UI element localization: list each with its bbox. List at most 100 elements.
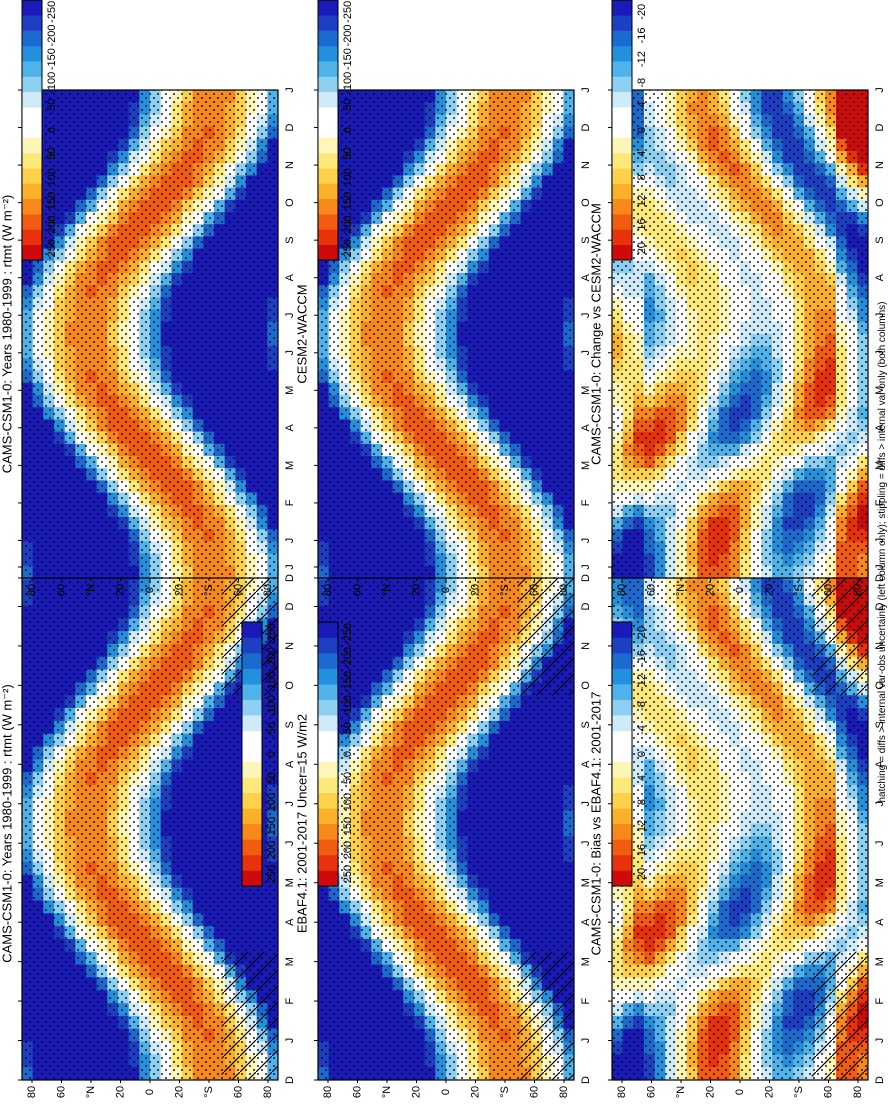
colorbar-cell — [318, 854, 338, 871]
colorbar-cell — [318, 761, 338, 778]
colorbar-tick-label: -50 — [46, 98, 58, 114]
lat-tick-label: 0 — [440, 587, 452, 593]
colorbar-frame — [317, 621, 339, 887]
colorbar-tick-label: 100 — [342, 168, 354, 186]
colorbar-tick-label: -100 — [342, 695, 354, 717]
colorbar-cell — [318, 15, 338, 31]
time-tick-label: S — [580, 236, 592, 243]
colorbar-cell — [242, 668, 262, 685]
time-tick-label: D — [284, 602, 296, 610]
time-tick-label: N — [580, 642, 592, 650]
hatching-overlay — [517, 951, 574, 1080]
lat-tick-label: 80 — [558, 584, 570, 596]
colorbar-tick-label: -200 — [266, 647, 278, 669]
colorbar-cell — [318, 777, 338, 794]
colorbar-frame — [241, 621, 263, 887]
colorbar-tick-label: -50 — [266, 722, 278, 738]
colorbar-cell — [242, 761, 262, 778]
colorbar-tick-label: -200 — [342, 647, 354, 669]
colorbar-cell — [242, 699, 262, 716]
colorbar-tick-label: 150 — [46, 192, 58, 210]
lat-tick-label: 60 — [351, 584, 363, 596]
colorbar-cell — [318, 214, 338, 230]
time-tick-label: A — [284, 424, 296, 432]
time-tick-label: J — [284, 801, 296, 807]
time-tick-label: M — [580, 461, 592, 470]
panel-title: CAMS-CSM1-0: Years 1980-1999 : rtmt (W m… — [0, 684, 14, 963]
time-tick-label: J — [580, 564, 592, 570]
colorbar-tick-label: 50 — [342, 148, 354, 160]
time-tick-label: D — [580, 602, 592, 610]
time-tick-label: J — [580, 312, 592, 318]
colorbar-frame — [21, 0, 43, 261]
colorbar-cell — [22, 152, 42, 169]
colorbar-cell — [318, 244, 338, 261]
lat-tick-label: 0 — [440, 1089, 452, 1095]
time-tick-label: A — [284, 918, 296, 926]
colorbar-tick-label: -50 — [342, 722, 354, 738]
colorbar-cell — [318, 61, 338, 77]
time-tick-label: J — [580, 840, 592, 846]
colorbar-cell — [318, 746, 338, 763]
time-tick-label: A — [284, 273, 296, 281]
colorbar-tick-label: -150 — [342, 48, 354, 70]
time-tick-label: M — [284, 878, 296, 887]
colorbar-cell — [318, 730, 338, 747]
colorbar-cell — [22, 30, 42, 47]
time-tick-label: S — [284, 721, 296, 728]
colorbar-cell — [318, 152, 338, 169]
time-tick-label: A — [284, 760, 296, 768]
colorbar-cell — [318, 229, 338, 245]
colorbar-tick-label: 100 — [266, 793, 278, 811]
time-tick-label: O — [284, 681, 296, 690]
time-tick-label: O — [580, 198, 592, 207]
colorbar-cell — [22, 198, 42, 215]
time-tick-label: J — [580, 350, 592, 356]
time-tick-label: A — [580, 424, 592, 432]
colorbar-cell — [242, 746, 262, 763]
colorbar-cell — [318, 0, 338, 16]
lat-tick-label: 20 — [469, 1086, 481, 1098]
lat-tick-label: 20 — [114, 584, 126, 596]
time-tick-label: D — [284, 574, 296, 582]
lat-tick-label: 0 — [144, 1089, 156, 1095]
colorbar-tick-label: 250 — [342, 865, 354, 883]
colorbar-tick-label: 200 — [46, 215, 58, 233]
lat-tick-label: °S — [203, 1086, 215, 1098]
colorbar-cell — [318, 168, 338, 184]
colorbar-cell — [22, 137, 42, 154]
colorbar-cell — [22, 61, 42, 77]
time-tick-label: A — [580, 273, 592, 281]
chart-panel-br: CAMS-CSM1-0: Years 1980-1999 : rtmt (W m… — [0, 0, 296, 596]
colorbar-tick-label: 200 — [266, 841, 278, 859]
colorbar-tick-label: -250 — [342, 623, 354, 645]
colorbar-cell — [22, 168, 42, 184]
lat-tick-label: 60 — [528, 1086, 540, 1098]
colorbar-cell — [318, 870, 338, 887]
colorbar-cell — [242, 684, 262, 700]
lat-tick-label: 80 — [26, 584, 38, 596]
lat-tick-label: 60 — [55, 1086, 67, 1098]
colorbar-cell — [318, 668, 338, 685]
lat-tick-label: 80 — [322, 1086, 334, 1098]
colorbar-cell — [318, 823, 338, 840]
time-tick-label: O — [284, 198, 296, 207]
colorbar-cell — [318, 198, 338, 215]
colorbar-cell — [242, 637, 262, 654]
time-tick-label: N — [580, 161, 592, 169]
lat-tick-label: 60 — [55, 584, 67, 596]
colorbar-cell — [318, 792, 338, 809]
time-tick-label: N — [284, 642, 296, 650]
lat-tick-label: °N — [381, 584, 393, 596]
lat-tick-label: 60 — [232, 584, 244, 596]
lat-tick-label: 20 — [410, 1086, 422, 1098]
colorbar-cell — [318, 684, 338, 700]
colorbar-tick-label: -200 — [46, 24, 58, 46]
time-tick-label: N — [284, 161, 296, 169]
colorbar-tick-label: -250 — [46, 1, 58, 23]
time-tick-label: F — [284, 997, 296, 1004]
time-tick-label: O — [580, 681, 592, 690]
colorbar-cell — [22, 214, 42, 230]
time-tick-label: S — [580, 721, 592, 728]
